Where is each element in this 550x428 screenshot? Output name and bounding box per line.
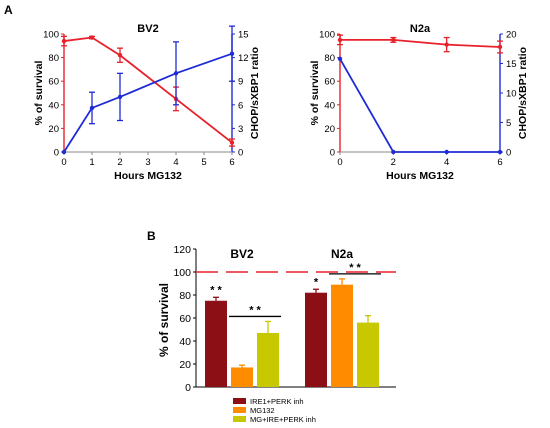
y-right-tick-label: 9 — [238, 77, 243, 88]
series-line-right — [63, 52, 233, 153]
data-point — [497, 149, 503, 155]
panel-label-a: A — [4, 3, 13, 17]
bar — [305, 292, 327, 387]
x-tick-label: 6 — [229, 157, 234, 168]
category-label: N2a — [331, 247, 353, 261]
x-axis-label: Hours MG132 — [114, 170, 182, 182]
y-axis-right-label: CHOP/sXBP1 ratio — [249, 47, 261, 139]
data-point — [337, 56, 343, 61]
data-point — [444, 42, 449, 47]
y-left-tick-label: 20 — [48, 124, 59, 135]
chart-n2a-line: N2a 0 20 40 60 80 100 0 5 10 15 20 0 2 4 6 Hours MG132 % … — [309, 23, 529, 182]
y-tick-label: 40 — [179, 336, 191, 348]
y-right-tick-label: 15 — [238, 30, 249, 41]
significance-label: * — [314, 276, 319, 288]
y-right-tick-label: 6 — [238, 100, 243, 111]
y-left-tick-label: 0 — [54, 148, 59, 159]
y-tick-label: 80 — [179, 290, 191, 302]
y-tick-label: 100 — [173, 267, 191, 279]
x-tick-label: 6 — [497, 157, 502, 168]
x-tick-label: 1 — [89, 157, 94, 168]
y-axis-left-label: % of survival — [33, 61, 45, 126]
data-point — [229, 140, 235, 145]
legend-swatch — [233, 416, 246, 422]
data-point — [89, 35, 95, 40]
bar — [331, 284, 353, 387]
legend-label: IRE1+PERK inh — [250, 397, 304, 406]
y-right-tick-label: 0 — [238, 148, 243, 159]
y-left-tick-label: 100 — [319, 30, 335, 41]
data-point — [497, 44, 503, 50]
data-point — [391, 37, 396, 43]
x-tick-label: 3 — [145, 157, 150, 168]
chart-title: BV2 — [137, 23, 158, 35]
y-right-tick-label: 15 — [506, 59, 517, 70]
y-tick-label: 60 — [179, 313, 191, 325]
data-point — [117, 53, 123, 58]
y-left-tick-label: 40 — [48, 100, 59, 111]
y-left-tick-label: 80 — [324, 53, 335, 64]
series-line-left — [63, 36, 233, 144]
x-tick-label: 2 — [391, 157, 396, 168]
x-tick-label: 0 — [61, 157, 66, 168]
y-tick-label: 120 — [173, 244, 191, 256]
y-right-tick-label: 12 — [238, 53, 249, 64]
data-point — [61, 149, 67, 155]
x-tick-label: 5 — [201, 157, 206, 168]
series-line-right — [339, 58, 500, 153]
bar — [257, 332, 279, 387]
y-tick-label: 20 — [179, 359, 191, 371]
panel-label-b: B — [147, 229, 156, 243]
bar — [231, 367, 253, 387]
y-left-tick-label: 0 — [330, 148, 335, 159]
x-tick-label: 4 — [173, 157, 178, 168]
y-tick-label: 0 — [185, 382, 191, 394]
data-point — [229, 51, 235, 56]
y-left-tick-label: 80 — [48, 53, 59, 64]
data-point — [173, 71, 179, 76]
chart-title: N2a — [410, 23, 431, 35]
legend-label: MG132 — [250, 406, 275, 415]
data-point — [89, 105, 95, 111]
y-right-tick-label: 10 — [506, 89, 517, 100]
bar — [205, 300, 227, 387]
y-left-tick-label: 20 — [324, 124, 335, 135]
legend-swatch — [233, 398, 246, 404]
data-point — [444, 149, 449, 155]
category-label: BV2 — [230, 247, 254, 261]
y-right-tick-label: 3 — [238, 124, 243, 135]
data-point — [117, 94, 123, 100]
x-tick-label: 0 — [337, 157, 342, 168]
y-axis-label: % of survival — [157, 283, 171, 357]
legend-label: MG+IRE+PERK inh — [250, 415, 316, 424]
y-left-tick-label: 60 — [48, 77, 59, 88]
x-axis-label: Hours MG132 — [386, 170, 454, 182]
data-point — [337, 37, 343, 43]
y-left-tick-label: 100 — [43, 30, 59, 41]
data-point — [391, 149, 396, 155]
bar — [357, 322, 379, 387]
x-tick-label: 2 — [117, 157, 122, 168]
legend-swatch — [233, 407, 246, 413]
significance-label: * * — [210, 284, 222, 296]
y-axis-right-label: CHOP/sXBP1 ratio — [517, 47, 529, 139]
significance-label: * * — [249, 304, 261, 316]
y-left-tick-label: 40 — [324, 100, 335, 111]
y-axis-left-label: % of survival — [309, 61, 321, 126]
significance-label: * * — [349, 262, 361, 274]
y-right-tick-label: 0 — [506, 148, 511, 159]
y-right-tick-label: 20 — [506, 30, 517, 41]
y-left-tick-label: 60 — [324, 77, 335, 88]
y-right-tick-label: 5 — [506, 118, 511, 129]
data-point — [61, 38, 67, 44]
series-line-left — [340, 39, 501, 48]
x-tick-label: 4 — [444, 157, 449, 168]
